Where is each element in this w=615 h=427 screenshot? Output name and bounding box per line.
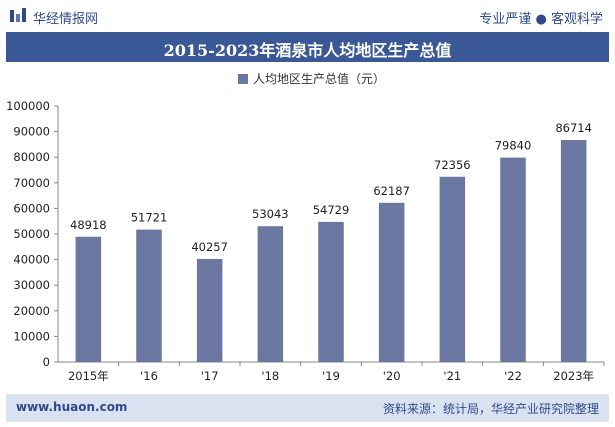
x-tick-label: 2023年	[553, 369, 594, 383]
x-tick-label: '19	[322, 369, 340, 383]
site-link[interactable]: www.huaon.com	[16, 400, 128, 414]
data-label: 54729	[313, 203, 350, 217]
y-tick-label: 60000	[13, 201, 50, 215]
data-label: 51721	[131, 211, 168, 225]
x-tick-label: '16	[140, 369, 158, 383]
bar-chart: 人均地区生产总值（元） 0 10000 20000 30000 40000 50000 600…	[6, 71, 605, 383]
y-tick-label: 0	[43, 355, 50, 369]
y-tick-label: 20000	[13, 304, 50, 318]
source-note: 资料来源：统计局，华经产业研究院整理	[382, 402, 599, 416]
footer-bar: www.huaon.com 资料来源：统计局，华经产业研究院整理	[6, 394, 609, 422]
y-tick-label: 70000	[13, 176, 50, 190]
x-tick-label: '17	[201, 369, 219, 383]
x-tick-label: '22	[504, 369, 522, 383]
y-tick-label: 80000	[13, 150, 50, 164]
data-label: 53043	[252, 207, 289, 221]
bar	[500, 157, 526, 362]
x-tick-label: 2015年	[68, 369, 109, 383]
data-label: 62187	[373, 184, 410, 198]
top-bar: 华经情报网 专业严谨 ● 客观科学	[0, 0, 615, 32]
bar	[136, 229, 162, 362]
chart-title: 2015-2023年酒泉市人均地区生产总值	[163, 41, 452, 60]
logo-icon	[10, 8, 26, 22]
tagline: 专业严谨 ● 客观科学	[479, 12, 603, 27]
brand-name: 华经情报网	[33, 12, 99, 27]
bar	[75, 236, 102, 362]
bar	[439, 176, 466, 362]
y-tick-label: 30000	[13, 278, 50, 292]
y-tick-label: 40000	[13, 253, 50, 267]
x-tick-label: '20	[383, 369, 401, 383]
bar	[560, 140, 587, 362]
y-tick-label: 50000	[13, 227, 50, 241]
bar	[196, 258, 223, 362]
x-tick-label: '18	[261, 369, 279, 383]
y-tick-label: 90000	[13, 125, 50, 139]
bar	[257, 226, 284, 362]
data-label: 72356	[434, 158, 471, 172]
title-bar: 2015-2023年酒泉市人均地区生产总值	[6, 32, 609, 62]
y-tick-label: 10000	[13, 329, 50, 343]
y-tick-label: 100000	[6, 99, 50, 113]
legend-swatch	[238, 74, 248, 84]
bar	[378, 202, 405, 362]
data-label: 79840	[495, 139, 532, 153]
data-label: 48918	[70, 218, 107, 232]
data-label: 40257	[191, 240, 228, 254]
x-tick-label: '21	[443, 369, 461, 383]
legend-label: 人均地区生产总值（元）	[253, 71, 385, 86]
data-label: 86714	[555, 121, 592, 135]
bar	[318, 221, 344, 362]
